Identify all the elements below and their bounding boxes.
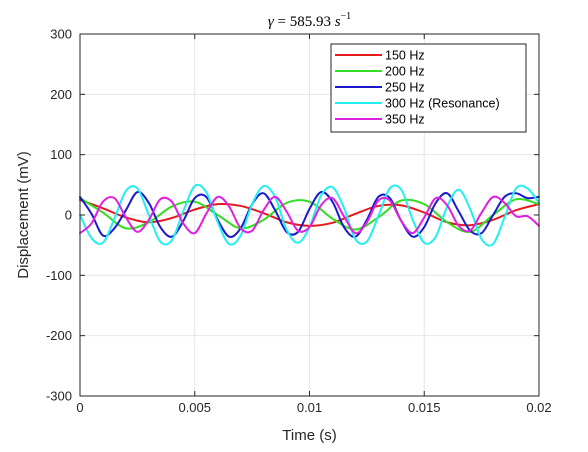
legend-label-4: 300 Hz (Resonance)	[385, 97, 500, 111]
x-axis-label: Time (s)	[282, 427, 336, 444]
ticks: 0 0.005 0.01 0.015 0.02 -300 -200 -100 0 100 200 30…	[46, 27, 552, 416]
x-tick-label: 0.005	[178, 400, 211, 415]
title-symbol: γ	[268, 14, 275, 30]
title-value: 585.93	[290, 14, 331, 30]
legend: 150 Hz 200 Hz 250 Hz 300 Hz (Resonance) 350 …	[330, 43, 527, 133]
title-unit: s	[331, 14, 341, 30]
series-layer	[79, 183, 540, 247]
legend-label-3: 250 Hz	[385, 81, 425, 95]
x-tick-label: 0.01	[297, 400, 322, 415]
legend-label-2: 200 Hz	[385, 65, 425, 79]
legend-label-5: 350 Hz	[385, 113, 425, 127]
series-line-5	[79, 195, 540, 235]
x-tick-label: 0.02	[526, 400, 551, 415]
legend-label-1: 150 Hz	[385, 49, 425, 63]
y-tick-label: -100	[46, 268, 72, 283]
y-tick-label: 200	[50, 87, 72, 102]
y-tick-label: -200	[46, 328, 72, 343]
series-line-3	[79, 190, 540, 238]
x-tick-label: 0.015	[408, 400, 441, 415]
y-tick-label: 300	[50, 27, 72, 42]
y-axis-label: Displacement (mV)	[15, 151, 32, 279]
y-tick-label: 100	[50, 147, 72, 162]
title-equals: =	[274, 14, 290, 30]
chart-title: γ = 585.93 s−1	[268, 11, 351, 30]
title-exponent: −1	[341, 11, 352, 22]
y-tick-label: -300	[46, 389, 72, 404]
x-tick-label: 0	[76, 400, 83, 415]
y-tick-label: 0	[65, 208, 72, 223]
